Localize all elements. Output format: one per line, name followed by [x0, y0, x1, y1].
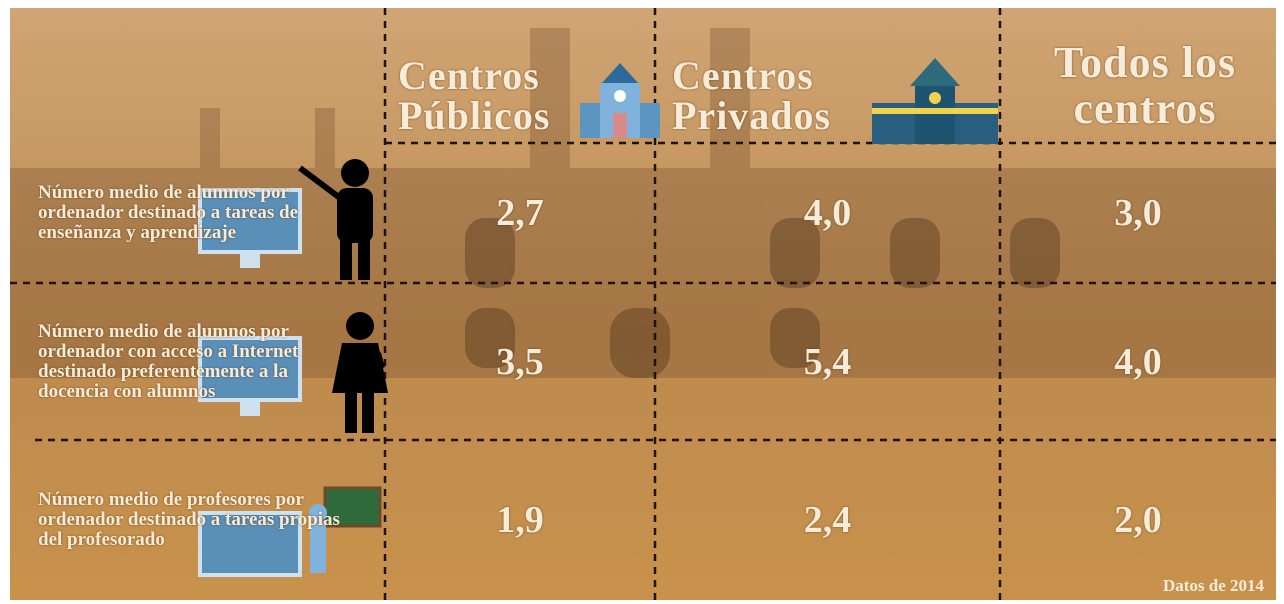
row-label: Número medio de alumnos por ordenador de… [38, 143, 363, 283]
column-header: Centros Privados [672, 48, 862, 143]
table-value: 4,0 [1000, 283, 1276, 440]
page: Centros Públicos Centros Privados Todos … [0, 0, 1284, 604]
column-header: Centros Públicos [398, 48, 578, 143]
table-value: 1,9 [385, 440, 655, 600]
table-value: 2,4 [655, 440, 1000, 600]
table-value: 2,7 [385, 143, 655, 283]
table-value: 5,4 [655, 283, 1000, 440]
table-value: 4,0 [655, 143, 1000, 283]
column-header: Todos los centros [1020, 28, 1270, 143]
table-value: 3,5 [385, 283, 655, 440]
row-label: Número medio de profesores por ordenador… [38, 440, 363, 600]
footer-note: Datos de 2014 [1163, 576, 1264, 596]
table-value: 3,0 [1000, 143, 1276, 283]
row-label: Número medio de alumnos por ordenador co… [38, 283, 363, 440]
infographic: Centros Públicos Centros Privados Todos … [10, 8, 1276, 600]
